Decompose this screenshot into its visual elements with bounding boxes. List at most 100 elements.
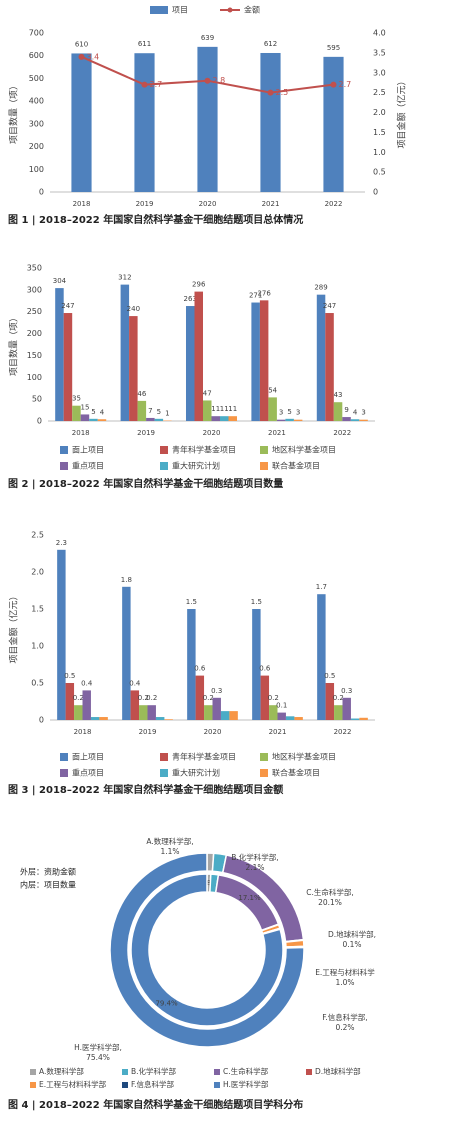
bar xyxy=(350,718,360,720)
data-label: 0.2 xyxy=(333,694,344,702)
bar xyxy=(293,419,303,421)
bar xyxy=(82,690,91,720)
bar xyxy=(359,717,368,720)
bar xyxy=(268,397,277,421)
x-tick-label: 2022 xyxy=(333,429,351,437)
data-label: 0.2 xyxy=(146,694,157,702)
axis-label: 项目金额（亿元） xyxy=(396,76,408,148)
bar xyxy=(342,417,351,421)
y-tick-label: 700 xyxy=(29,29,44,38)
data-label: 0.6 xyxy=(194,665,206,673)
legend-swatch xyxy=(122,1082,128,1088)
y2-tick-label: 3.0 xyxy=(373,68,386,77)
bar xyxy=(342,697,351,720)
legend-label: 青年科学基金项目 xyxy=(172,445,236,455)
bar xyxy=(359,419,368,421)
y2-tick-label: 0 xyxy=(373,188,378,197)
bar xyxy=(65,683,75,720)
legend-label: 联合基金项目 xyxy=(272,461,320,471)
legend-label: 青年科学基金项目 xyxy=(172,752,236,762)
bar xyxy=(251,302,260,421)
axis-label: 项目金额（亿元） xyxy=(8,591,20,663)
legend-label: 面上项目 xyxy=(72,446,104,455)
bar xyxy=(204,705,213,720)
bar xyxy=(269,705,278,720)
data-label: 3.4 xyxy=(87,52,100,61)
x-tick-label: 2021 xyxy=(269,728,287,736)
bar xyxy=(202,400,212,421)
legend-label: 重点项目 xyxy=(72,461,104,471)
line-marker xyxy=(78,53,85,60)
legend-swatch xyxy=(260,462,268,470)
data-label: 276 xyxy=(257,289,271,297)
bar xyxy=(252,609,261,720)
data-label: 3 xyxy=(296,409,300,417)
bar xyxy=(195,675,205,720)
data-label: 11 xyxy=(220,405,229,413)
data-label: 271 xyxy=(249,292,262,300)
y-tick-label: 350 xyxy=(27,264,42,273)
data-label: 611 xyxy=(138,40,151,48)
bar xyxy=(129,316,138,421)
bar xyxy=(276,419,286,421)
legend-label: 重大研究计划 xyxy=(172,768,220,778)
y-tick-label: 1.0 xyxy=(31,642,44,651)
data-label: 46 xyxy=(137,390,146,398)
y-tick-label: 400 xyxy=(29,97,44,106)
legend-swatch xyxy=(150,6,168,14)
inner-label: 17.1% xyxy=(238,894,261,902)
data-label: 0.4 xyxy=(81,679,93,687)
bar xyxy=(333,402,343,421)
legend-label: C.生命科学部 xyxy=(223,1066,269,1076)
legend-swatch xyxy=(30,1069,36,1075)
y-tick-label: 100 xyxy=(29,165,44,174)
data-label: 2.5 xyxy=(276,88,289,97)
legend-swatch xyxy=(122,1069,128,1075)
data-label: 263 xyxy=(184,295,197,303)
note: 内层：项目数量 xyxy=(20,880,76,890)
callout-name: H.医学科学部, xyxy=(74,1042,122,1052)
x-tick-label: 2019 xyxy=(136,200,154,208)
legend-swatch xyxy=(160,753,168,761)
data-label: 5 xyxy=(287,408,291,416)
y-tick-label: 500 xyxy=(29,74,44,83)
bar xyxy=(197,46,218,192)
bar xyxy=(80,414,90,421)
data-label: 5 xyxy=(91,408,95,416)
x-tick-label: 2021 xyxy=(268,429,286,437)
legend-label: D.地球科学部 xyxy=(315,1066,361,1076)
bar xyxy=(55,288,64,421)
legend-label: A.数理科学部 xyxy=(39,1066,84,1076)
x-tick-label: 2020 xyxy=(203,429,221,437)
line-marker xyxy=(204,77,211,84)
callout-value: 0.2% xyxy=(335,1023,354,1032)
y-tick-label: 100 xyxy=(27,373,42,382)
bar xyxy=(229,711,238,720)
legend-label: E.工程与材料科学部 xyxy=(39,1079,107,1089)
y2-tick-label: 1.0 xyxy=(373,148,386,157)
bar xyxy=(90,717,100,720)
x-tick-label: 2022 xyxy=(334,728,352,736)
data-label: 35 xyxy=(72,395,81,403)
axis-label: 项目数量（项） xyxy=(8,313,20,376)
callout-name: F.信息科学部, xyxy=(322,1012,367,1022)
data-label: 11 xyxy=(211,405,220,413)
x-tick-label: 2018 xyxy=(73,200,91,208)
bar xyxy=(89,418,98,421)
callout-name: B.化学科学部, xyxy=(231,852,278,862)
data-label: 3 xyxy=(279,409,283,417)
data-label: 0.2 xyxy=(73,694,84,702)
data-label: 610 xyxy=(75,40,88,48)
data-label: 4 xyxy=(100,408,105,416)
bar xyxy=(146,417,155,421)
x-tick-label: 2019 xyxy=(137,429,155,437)
y-tick-label: 1.5 xyxy=(31,605,44,614)
legend-label: F.信息科学部 xyxy=(131,1079,174,1089)
data-label: 43 xyxy=(334,391,343,399)
data-label: 1.7 xyxy=(316,583,327,591)
y-tick-label: 0 xyxy=(39,188,44,197)
bar xyxy=(220,711,230,720)
bar xyxy=(334,705,343,720)
data-label: 11 xyxy=(228,405,237,413)
legend-swatch xyxy=(260,769,268,777)
